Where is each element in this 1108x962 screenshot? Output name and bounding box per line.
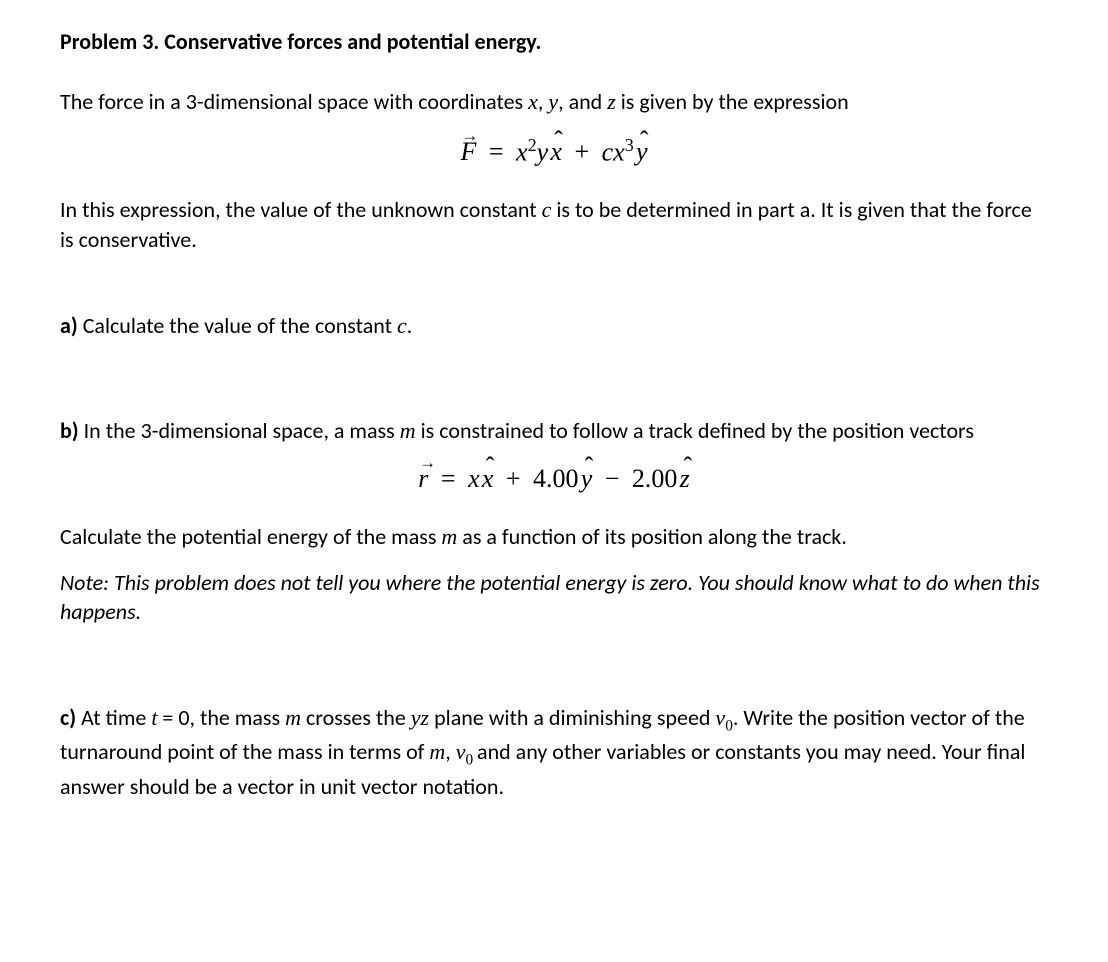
eq-plus: + — [574, 137, 589, 166]
eq2-zhat: z — [680, 464, 690, 494]
pc-yz: yz — [411, 705, 429, 730]
part-a-label: a) — [60, 312, 83, 339]
intro-text-3: is given by the expression — [616, 88, 849, 115]
after-eq-text-a: In this expression, the value of the unk… — [60, 196, 542, 223]
var-c: c — [542, 197, 552, 222]
yhat: y — [636, 137, 648, 167]
part-b-text-b: is constrained to follow a track defined… — [416, 417, 974, 444]
pc-v0sub: 0 — [725, 718, 733, 735]
part-b-followup: Calculate the potential energy of the ma… — [60, 522, 1048, 552]
part-a: a) Calculate the value of the constant c… — [60, 311, 1048, 341]
eq-c: c — [602, 137, 614, 166]
var-z: z — [607, 89, 616, 114]
eq2-x: x — [468, 464, 480, 493]
part-b-m: m — [400, 418, 416, 443]
pc-v02sub: 0 — [466, 752, 478, 769]
intro-sep-1: , — [538, 88, 548, 115]
eq-y: y — [537, 137, 549, 166]
part-b-label: b) — [60, 417, 84, 444]
eq-sq: 2 — [528, 135, 537, 155]
intro-sep-2: , and — [558, 88, 607, 115]
part-b-note: Note: This problem does not tell you whe… — [60, 568, 1048, 627]
part-b-text-a: In the 3-dimensional space, a mass — [84, 417, 400, 444]
eq-x: x — [516, 137, 528, 166]
part-a-text-b: . — [407, 312, 413, 339]
vec-F: F — [460, 137, 476, 167]
pc-t4: plane with a diminishing speed — [429, 704, 715, 731]
part-c: c) At time t = 0, the mass m crosses the… — [60, 703, 1048, 801]
pc-v02: v — [456, 739, 466, 764]
eq2-plus: + — [506, 464, 521, 493]
vec-r: r — [418, 464, 428, 494]
problem-document: Problem 3. Conservative forces and poten… — [0, 0, 1108, 857]
equation-force: F = x2y x + cx3 y — [60, 135, 1048, 168]
pc-m: m — [285, 705, 301, 730]
pc-t2: = 0, the mass — [157, 704, 285, 731]
eq-x2: x — [613, 137, 625, 166]
pc-v0: v — [715, 705, 725, 730]
var-y: y — [548, 89, 558, 114]
problem-title: Problem 3. Conservative forces and poten… — [60, 28, 1048, 55]
intro-text-1: The force in a 3-dimensional space with … — [60, 88, 528, 115]
xhat: x — [550, 137, 562, 167]
after-eq-paragraph: In this expression, the value of the unk… — [60, 195, 1048, 254]
equation-position: r = x x + 4.00 y − 2.00 z — [60, 464, 1048, 494]
part-b: b) In the 3-dimensional space, a mass m … — [60, 416, 1048, 446]
eq2-minus: − — [605, 464, 620, 493]
eq-cube: 3 — [625, 135, 634, 155]
eq2-xhat: x — [482, 464, 494, 494]
part-b2-b: as a function of its position along the … — [457, 523, 847, 550]
eq2-yhat: y — [581, 464, 593, 494]
pc-t3: crosses the — [301, 704, 411, 731]
part-b2-a: Calculate the potential energy of the ma… — [60, 523, 441, 550]
part-a-text-a: Calculate the value of the constant — [83, 312, 397, 339]
pc-t6: , — [445, 738, 455, 765]
part-c-label: c) — [60, 704, 81, 731]
eq2-sign: = — [441, 464, 456, 493]
eq2-two: 2.00 — [632, 464, 678, 493]
var-x: x — [528, 89, 538, 114]
part-b2-m: m — [441, 524, 457, 549]
eq-sign: = — [489, 137, 504, 166]
intro-paragraph: The force in a 3-dimensional space with … — [60, 87, 1048, 117]
part-a-var: c — [397, 313, 407, 338]
pc-m2: m — [429, 739, 445, 764]
eq2-four: 4.00 — [533, 464, 579, 493]
pc-t1: At time — [81, 704, 151, 731]
